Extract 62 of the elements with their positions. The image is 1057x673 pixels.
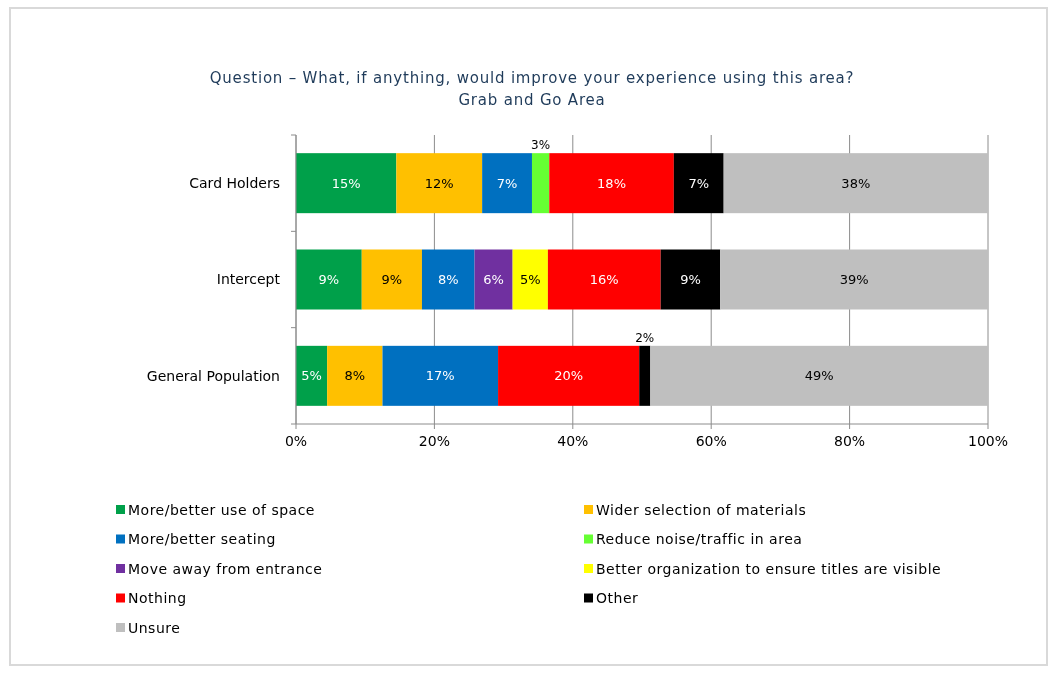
bar [720, 249, 988, 310]
data-label: 9% [381, 272, 403, 288]
bar [474, 249, 513, 310]
data-label: 16% [589, 272, 619, 288]
x-tick-label: 20% [418, 433, 450, 449]
y-tick-label: Intercept [216, 271, 281, 288]
data-label: 9% [680, 272, 701, 288]
data-label: 3% [531, 138, 551, 153]
data-label: 15% [331, 175, 361, 191]
data-label: 5% [519, 272, 541, 288]
x-tick-label: 40% [557, 433, 589, 449]
data-label: 18% [597, 175, 627, 191]
bar [296, 345, 328, 406]
bar [361, 249, 422, 310]
data-label: 20% [554, 368, 584, 384]
data-label: 5% [301, 368, 322, 384]
legend-label: More/better seating [128, 531, 276, 548]
bar [396, 153, 483, 214]
legend-label: Move away from entrance [128, 560, 323, 577]
bar [382, 345, 499, 406]
y-tick-label: Card Holders [189, 175, 280, 192]
legend-label: Unsure [128, 619, 181, 636]
data-label: 8% [437, 272, 459, 288]
data-label: 39% [839, 272, 869, 288]
bar [296, 249, 362, 310]
data-label: 9% [318, 272, 340, 288]
data-label: 7% [496, 175, 518, 191]
legend-label: Other [596, 590, 639, 607]
bar [673, 153, 724, 214]
y-tick-label: General Population [146, 367, 280, 384]
chart-subtitle: Grab and Go Area [458, 91, 606, 109]
data-label: 7% [688, 175, 710, 191]
data-label: 2% [635, 331, 655, 346]
bar [327, 345, 383, 406]
bar [512, 249, 548, 310]
legend-label: Reduce noise/traffic in area [596, 531, 803, 548]
bar [639, 345, 651, 406]
x-tick-label: 0% [284, 433, 308, 449]
bar [498, 345, 640, 406]
bar [549, 153, 674, 214]
bar [650, 345, 988, 406]
x-tick-label: 60% [695, 433, 727, 449]
data-label: 12% [424, 175, 454, 191]
bar [531, 153, 550, 214]
bar [660, 249, 721, 310]
bar [296, 153, 397, 214]
legend-label: Nothing [128, 590, 187, 607]
bar [482, 153, 532, 214]
data-label: 17% [425, 368, 455, 384]
legend-label: More/better use of space [128, 501, 315, 518]
x-tick-label: 80% [834, 433, 866, 449]
x-tick-label: 100% [967, 433, 1009, 449]
data-label: 38% [841, 175, 871, 191]
data-label: 6% [483, 272, 504, 288]
bar [547, 249, 661, 310]
chart-title: Question – What, if anything, would improve your experience using this area? [209, 69, 855, 87]
data-label: 8% [344, 368, 366, 384]
bar [421, 249, 475, 310]
legend-label: Better organization to ensure titles are visible [596, 560, 942, 577]
data-label: 49% [804, 368, 834, 384]
bar [723, 153, 988, 214]
legend-label: Wider selection of materials [596, 501, 807, 518]
